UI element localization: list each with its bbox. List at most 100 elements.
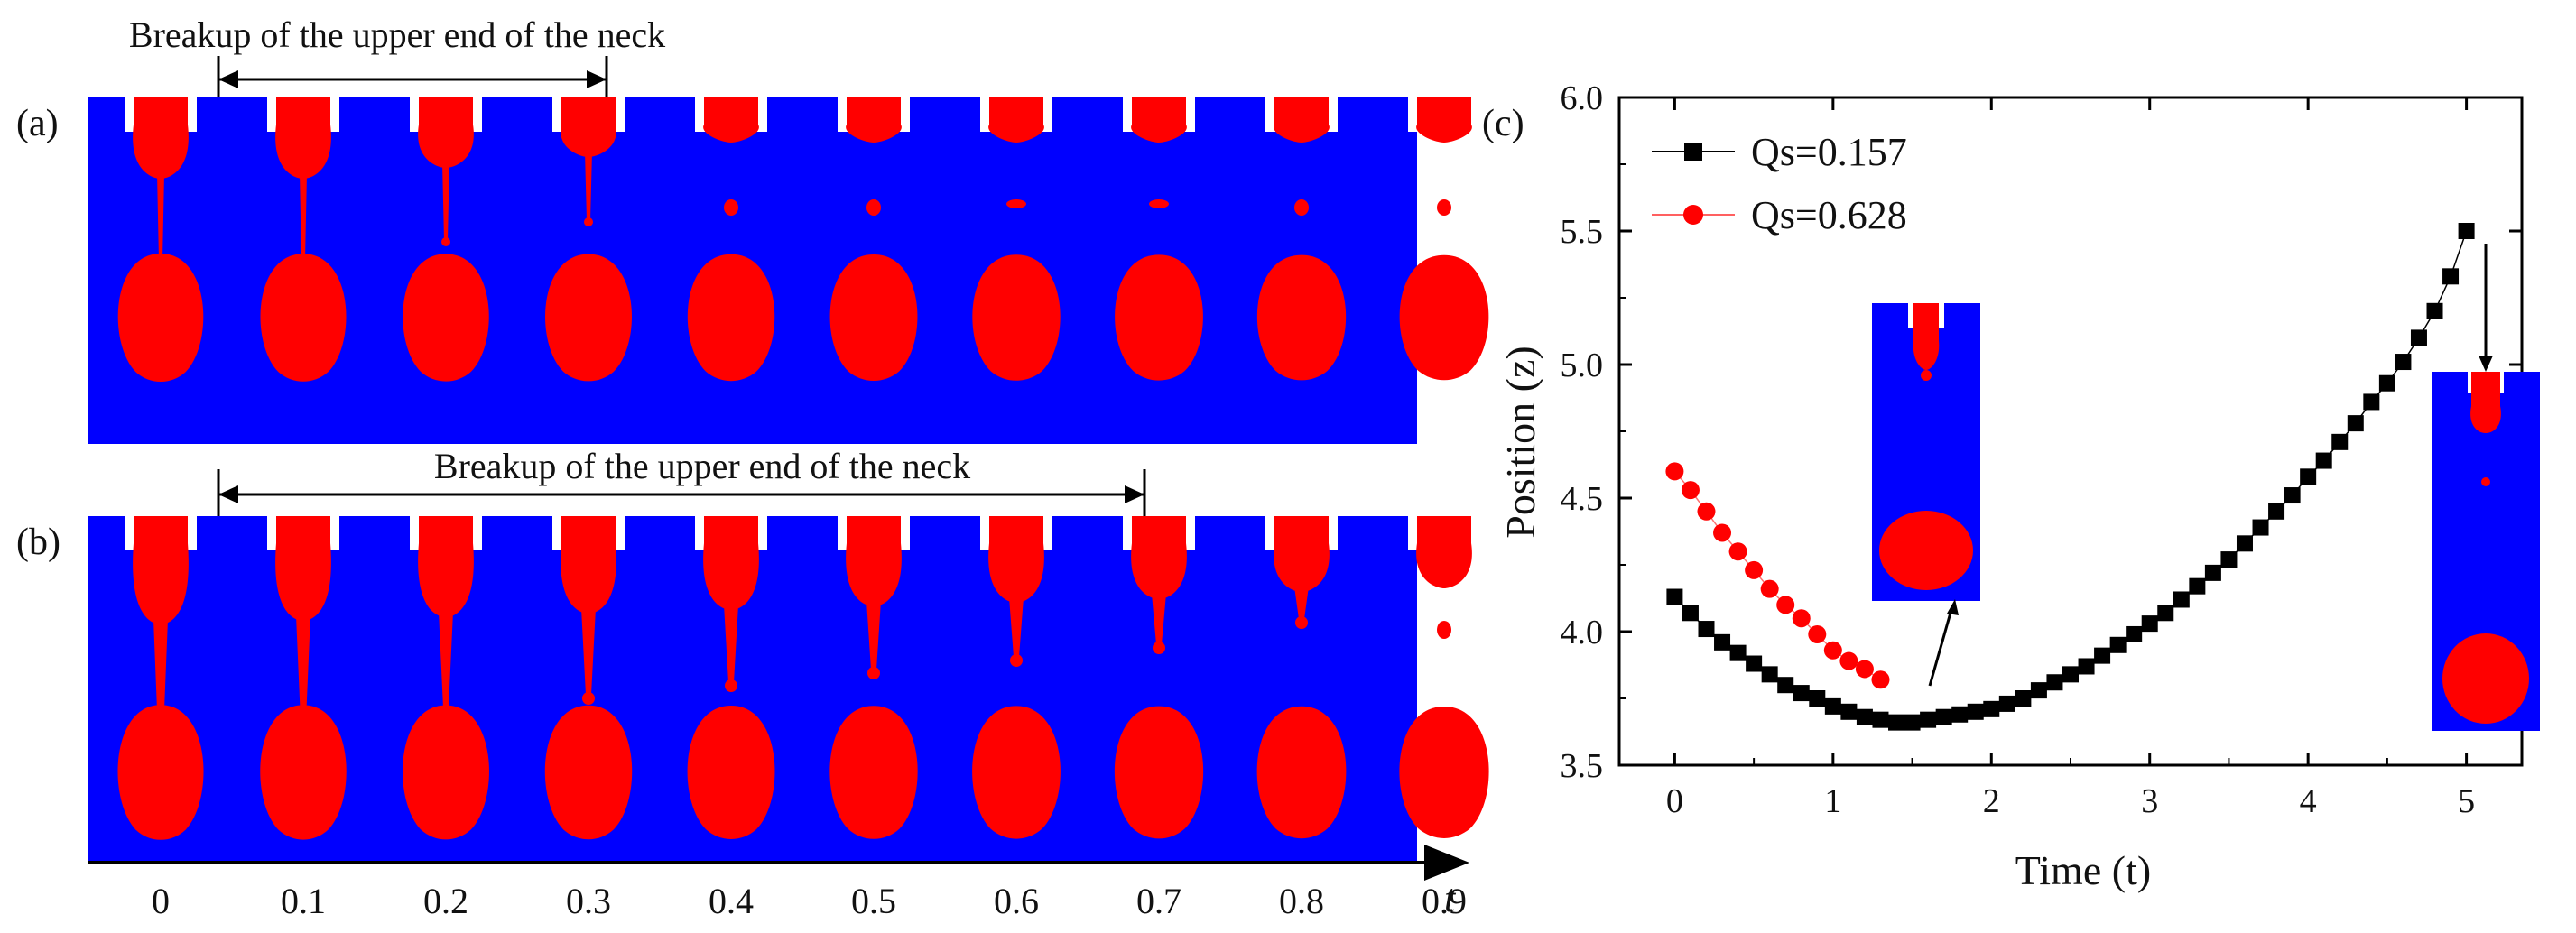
x-tick-label: 1 — [1824, 782, 1841, 820]
time-axis-tick-label: 0.2 — [423, 881, 468, 921]
inset-qs-0628-pointer — [1928, 605, 1954, 687]
chart-x-axis-label: Time (t) — [2015, 847, 2151, 893]
data-point-square — [1793, 685, 1810, 702]
droplet-frame — [260, 516, 347, 840]
data-point-square — [1967, 703, 1984, 720]
data-point-circle — [1871, 670, 1890, 689]
data-point-square — [1698, 621, 1715, 638]
data-point-square — [2331, 433, 2349, 450]
data-point-circle — [1745, 560, 1764, 579]
droplet-frame — [403, 97, 489, 382]
data-point-square — [2046, 674, 2063, 691]
data-point-square — [2378, 374, 2395, 392]
droplet-frame — [687, 97, 775, 382]
data-point-square — [1729, 644, 1747, 661]
data-point-square — [1714, 633, 1731, 651]
droplet-frame — [829, 516, 918, 839]
data-point-circle — [1713, 523, 1732, 542]
data-point-square — [1888, 714, 1905, 731]
data-point-circle — [1855, 660, 1874, 679]
data-point-square — [2078, 658, 2095, 675]
data-point-square — [1824, 697, 1841, 715]
time-axis: 0 0.1 0.2 0.3 0.4 0.5 0.6 0.7 0.8 0.9 t — [88, 845, 1469, 921]
data-point-square — [1872, 711, 1889, 728]
legend-label-qs-0628: Qs=0.628 — [1751, 193, 1907, 237]
data-point-square — [2015, 690, 2032, 707]
data-point-circle — [1792, 609, 1811, 628]
data-point-square — [2458, 223, 2475, 239]
legend-entry-qs-0628: Qs=0.628 — [1652, 193, 1907, 237]
panel-a-annotation: Breakup of the upper end of the neck — [129, 14, 665, 55]
droplet-frame — [1256, 516, 1347, 839]
data-point-square — [1951, 706, 1969, 723]
data-point-square — [1682, 605, 1699, 622]
data-point-square — [2426, 302, 2443, 319]
data-point-square — [1746, 655, 1763, 672]
data-point-square — [2442, 268, 2460, 285]
data-point-square — [2395, 354, 2412, 371]
legend-entry-qs-0157: Qs=0.157 — [1652, 130, 1907, 174]
data-point-square — [2363, 393, 2380, 411]
panel-b-label: (b) — [16, 522, 60, 563]
data-point-square — [1935, 708, 1952, 725]
data-point-square — [1856, 708, 1873, 725]
panel-c-label: (c) — [1482, 103, 1524, 144]
data-point-square — [1777, 677, 1794, 694]
data-point-circle — [1776, 596, 1795, 614]
droplet-frame — [687, 516, 775, 839]
droplet-frame — [1256, 97, 1347, 381]
legend-marker-circle — [1683, 205, 1703, 225]
y-tick-label: 4.5 — [1561, 480, 1604, 518]
droplet-frame — [545, 97, 632, 382]
data-point-square — [2062, 666, 2079, 683]
time-axis-tick-label: 0.1 — [281, 881, 326, 921]
chart-y-axis-label: Position (z) — [1497, 346, 1543, 538]
data-point-square — [2030, 682, 2047, 699]
x-tick-label: 0 — [1666, 782, 1683, 820]
data-point-square — [1809, 690, 1826, 707]
time-axis-tick-label: 0.4 — [709, 881, 754, 921]
y-tick-label: 6.0 — [1561, 79, 1604, 117]
x-tick-label: 4 — [2300, 782, 2317, 820]
series-qs-0628 — [1665, 462, 1890, 689]
droplet-frame — [117, 97, 204, 382]
data-point-square — [2109, 636, 2127, 653]
time-axis-tick-label: 0 — [152, 881, 170, 921]
data-point-square — [2236, 535, 2253, 552]
data-point-circle — [1728, 542, 1747, 561]
data-point-square — [2347, 415, 2364, 432]
y-tick-label: 3.5 — [1561, 747, 1604, 785]
data-point-square — [2157, 605, 2174, 622]
data-point-circle — [1808, 624, 1827, 643]
inset-qs-0628 — [1872, 303, 1980, 687]
time-axis-tick-label: 0.5 — [851, 881, 896, 921]
x-tick-label: 2 — [1983, 782, 2000, 820]
panel-a-arrow — [217, 56, 608, 128]
droplet-frame — [829, 97, 918, 381]
data-point-circle — [1760, 579, 1779, 598]
panel-a-frames — [117, 97, 1489, 382]
data-point-square — [1983, 700, 2000, 717]
data-point-square — [2173, 591, 2190, 608]
data-point-square — [2300, 468, 2317, 485]
droplet-frame — [260, 97, 347, 382]
droplet-frame — [1115, 97, 1203, 381]
data-point-square — [2410, 329, 2427, 346]
time-axis-ticks: 0 0.1 0.2 0.3 0.4 0.5 0.6 0.7 0.8 0.9 — [152, 881, 1467, 921]
data-point-square — [2315, 452, 2332, 469]
droplet-frame — [972, 97, 1061, 381]
time-axis-label: t — [1444, 876, 1457, 920]
droplet-frame — [544, 516, 633, 840]
time-axis-tick-label: 0.6 — [994, 881, 1039, 921]
legend-label-qs-0157: Qs=0.157 — [1751, 130, 1907, 174]
panel-a-label: (a) — [16, 103, 59, 144]
panel-c: (c) Position (z) Time (t) 0 1 2 3 4 5 3.5 4.0 4.… — [1482, 79, 2540, 893]
data-point-square — [2189, 577, 2206, 595]
data-point-circle — [1823, 641, 1842, 660]
x-tick-label: 5 — [2458, 782, 2475, 820]
data-point-square — [1998, 695, 2015, 712]
time-axis-tick-label: 0.8 — [1279, 881, 1324, 921]
data-point-square — [2204, 564, 2221, 581]
time-axis-tick-label: 0.7 — [1136, 881, 1181, 921]
panel-b-arrow — [217, 469, 1146, 532]
